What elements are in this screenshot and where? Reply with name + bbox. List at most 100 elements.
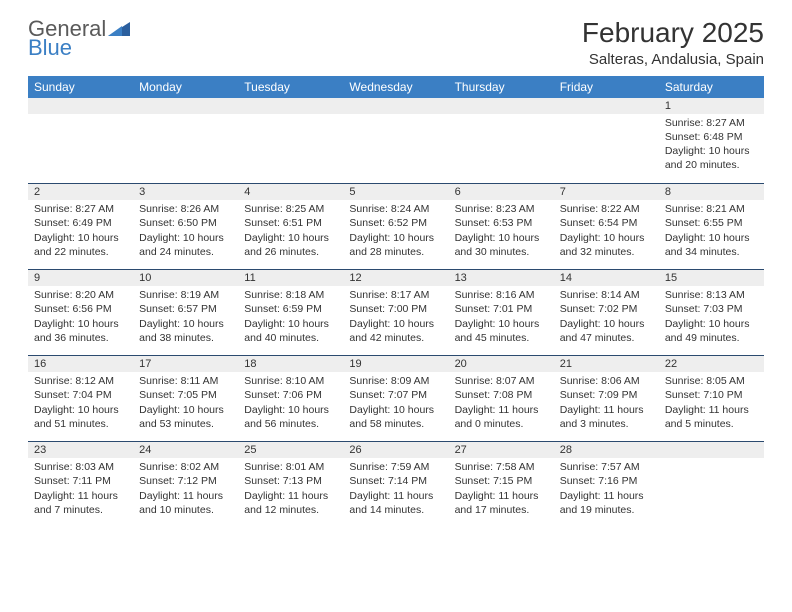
sunrise-line: Sunrise: 8:22 AM bbox=[560, 202, 653, 216]
calendar-week: 2Sunrise: 8:27 AMSunset: 6:49 PMDaylight… bbox=[28, 184, 764, 270]
sunrise-line: Sunrise: 8:12 AM bbox=[34, 374, 127, 388]
day-number: 6 bbox=[449, 184, 554, 200]
day-info: Sunrise: 8:17 AMSunset: 7:00 PMDaylight:… bbox=[343, 286, 448, 349]
sunrise-line: Sunrise: 7:57 AM bbox=[560, 460, 653, 474]
sunset-line: Sunset: 7:07 PM bbox=[349, 388, 442, 402]
calendar-cell: 15Sunrise: 8:13 AMSunset: 7:03 PMDayligh… bbox=[659, 270, 764, 356]
day-number: 7 bbox=[554, 184, 659, 200]
day-info: Sunrise: 8:12 AMSunset: 7:04 PMDaylight:… bbox=[28, 372, 133, 435]
daylight-line: Daylight: 11 hours and 7 minutes. bbox=[34, 489, 127, 517]
day-number: 17 bbox=[133, 356, 238, 372]
daylight-line: Daylight: 10 hours and 22 minutes. bbox=[34, 231, 127, 259]
sunset-line: Sunset: 7:03 PM bbox=[665, 302, 758, 316]
sunrise-line: Sunrise: 8:17 AM bbox=[349, 288, 442, 302]
calendar-cell: 27Sunrise: 7:58 AMSunset: 7:15 PMDayligh… bbox=[449, 442, 554, 528]
calendar-cell bbox=[659, 442, 764, 528]
sunset-line: Sunset: 6:51 PM bbox=[244, 216, 337, 230]
day-number: 9 bbox=[28, 270, 133, 286]
daylight-line: Daylight: 11 hours and 12 minutes. bbox=[244, 489, 337, 517]
day-number: 3 bbox=[133, 184, 238, 200]
daylight-line: Daylight: 10 hours and 20 minutes. bbox=[665, 144, 758, 172]
sunrise-line: Sunrise: 8:24 AM bbox=[349, 202, 442, 216]
day-info: Sunrise: 8:13 AMSunset: 7:03 PMDaylight:… bbox=[659, 286, 764, 349]
daylight-line: Daylight: 10 hours and 56 minutes. bbox=[244, 403, 337, 431]
weekday-header: Wednesday bbox=[343, 76, 448, 98]
calendar-cell: 3 Sunrise: 8:26 AMSunset: 6:50 PMDaylight… bbox=[133, 184, 238, 270]
calendar-cell: 8Sunrise: 8:21 AMSunset: 6:55 PMDaylight… bbox=[659, 184, 764, 270]
calendar-week: 1Sunrise: 8:27 AMSunset: 6:48 PMDaylight… bbox=[28, 98, 764, 184]
sunset-line: Sunset: 6:59 PM bbox=[244, 302, 337, 316]
day-number bbox=[343, 98, 448, 114]
sunset-line: Sunset: 6:52 PM bbox=[349, 216, 442, 230]
day-info: Sunrise: 8:11 AMSunset: 7:05 PMDaylight:… bbox=[133, 372, 238, 435]
day-number: 12 bbox=[343, 270, 448, 286]
calendar-cell: 19Sunrise: 8:09 AMSunset: 7:07 PMDayligh… bbox=[343, 356, 448, 442]
calendar-cell bbox=[449, 98, 554, 184]
sunset-line: Sunset: 6:50 PM bbox=[139, 216, 232, 230]
calendar-cell: 24Sunrise: 8:02 AMSunset: 7:12 PMDayligh… bbox=[133, 442, 238, 528]
calendar-cell: 5 Sunrise: 8:24 AMSunset: 6:52 PMDaylight… bbox=[343, 184, 448, 270]
sunrise-line: Sunrise: 8:20 AM bbox=[34, 288, 127, 302]
day-number bbox=[133, 98, 238, 114]
sunset-line: Sunset: 7:08 PM bbox=[455, 388, 548, 402]
header: General Blue February 2025 Salteras, And… bbox=[28, 18, 764, 68]
day-number: 2 bbox=[28, 184, 133, 200]
calendar-week: 16Sunrise: 8:12 AMSunset: 7:04 PMDayligh… bbox=[28, 356, 764, 442]
weekday-header: Thursday bbox=[449, 76, 554, 98]
calendar-cell: 26Sunrise: 7:59 AMSunset: 7:14 PMDayligh… bbox=[343, 442, 448, 528]
day-number: 5 bbox=[343, 184, 448, 200]
calendar-body: 1Sunrise: 8:27 AMSunset: 6:48 PMDaylight… bbox=[28, 98, 764, 528]
daylight-line: Daylight: 10 hours and 28 minutes. bbox=[349, 231, 442, 259]
sunset-line: Sunset: 7:09 PM bbox=[560, 388, 653, 402]
sunrise-line: Sunrise: 8:19 AM bbox=[139, 288, 232, 302]
day-number: 28 bbox=[554, 442, 659, 458]
day-info: Sunrise: 8:27 AMSunset: 6:48 PMDaylight:… bbox=[659, 114, 764, 177]
day-number bbox=[28, 98, 133, 114]
weekday-header: Tuesday bbox=[238, 76, 343, 98]
day-info: Sunrise: 8:22 AMSunset: 6:54 PMDaylight:… bbox=[554, 200, 659, 263]
day-number: 15 bbox=[659, 270, 764, 286]
calendar-cell: 13Sunrise: 8:16 AMSunset: 7:01 PMDayligh… bbox=[449, 270, 554, 356]
day-number: 14 bbox=[554, 270, 659, 286]
day-number: 19 bbox=[343, 356, 448, 372]
daylight-line: Daylight: 10 hours and 40 minutes. bbox=[244, 317, 337, 345]
sunset-line: Sunset: 7:11 PM bbox=[34, 474, 127, 488]
day-info: Sunrise: 8:09 AMSunset: 7:07 PMDaylight:… bbox=[343, 372, 448, 435]
daylight-line: Daylight: 10 hours and 45 minutes. bbox=[455, 317, 548, 345]
sunset-line: Sunset: 6:54 PM bbox=[560, 216, 653, 230]
day-number bbox=[238, 98, 343, 114]
sunset-line: Sunset: 7:02 PM bbox=[560, 302, 653, 316]
calendar-cell: 11Sunrise: 8:18 AMSunset: 6:59 PMDayligh… bbox=[238, 270, 343, 356]
day-number: 13 bbox=[449, 270, 554, 286]
sunset-line: Sunset: 6:57 PM bbox=[139, 302, 232, 316]
day-info: Sunrise: 8:06 AMSunset: 7:09 PMDaylight:… bbox=[554, 372, 659, 435]
day-number: 23 bbox=[28, 442, 133, 458]
day-info: Sunrise: 8:10 AMSunset: 7:06 PMDaylight:… bbox=[238, 372, 343, 435]
day-number bbox=[554, 98, 659, 114]
daylight-line: Daylight: 11 hours and 14 minutes. bbox=[349, 489, 442, 517]
daylight-line: Daylight: 11 hours and 17 minutes. bbox=[455, 489, 548, 517]
calendar-week: 9 Sunrise: 8:20 AMSunset: 6:56 PM Daylight… bbox=[28, 270, 764, 356]
day-info: Sunrise: 8:25 AMSunset: 6:51 PMDaylight:… bbox=[238, 200, 343, 263]
sunrise-line: Sunrise: 8:10 AM bbox=[244, 374, 337, 388]
sunrise-line: Sunrise: 8:05 AM bbox=[665, 374, 758, 388]
calendar-cell: 9Sunrise: 8:20 AMSunset: 6:56 PMDaylight… bbox=[28, 270, 133, 356]
daylight-line: Daylight: 10 hours and 53 minutes. bbox=[139, 403, 232, 431]
title-block: February 2025 Salteras, Andalusia, Spain bbox=[582, 18, 764, 68]
day-info: Sunrise: 8:02 AMSunset: 7:12 PMDaylight:… bbox=[133, 458, 238, 521]
sunrise-line: Sunrise: 8:06 AM bbox=[560, 374, 653, 388]
sunset-line: Sunset: 7:14 PM bbox=[349, 474, 442, 488]
sunrise-line: Sunrise: 8:26 AM bbox=[139, 202, 232, 216]
daylight-line: Daylight: 10 hours and 58 minutes. bbox=[349, 403, 442, 431]
calendar-cell: 21Sunrise: 8:06 AMSunset: 7:09 PMDayligh… bbox=[554, 356, 659, 442]
calendar-cell: 14Sunrise: 8:14 AMSunset: 7:02 PMDayligh… bbox=[554, 270, 659, 356]
daylight-line: Daylight: 10 hours and 24 minutes. bbox=[139, 231, 232, 259]
day-info: Sunrise: 8:14 AMSunset: 7:02 PMDaylight:… bbox=[554, 286, 659, 349]
sunrise-line: Sunrise: 8:18 AM bbox=[244, 288, 337, 302]
sunrise-line: Sunrise: 8:07 AM bbox=[455, 374, 548, 388]
day-info: Sunrise: 7:58 AMSunset: 7:15 PMDaylight:… bbox=[449, 458, 554, 521]
sunset-line: Sunset: 6:56 PM bbox=[34, 302, 127, 316]
sunrise-line: Sunrise: 8:23 AM bbox=[455, 202, 548, 216]
day-info: Sunrise: 8:23 AMSunset: 6:53 PMDaylight:… bbox=[449, 200, 554, 263]
calendar-cell: 1Sunrise: 8:27 AMSunset: 6:48 PMDaylight… bbox=[659, 98, 764, 184]
